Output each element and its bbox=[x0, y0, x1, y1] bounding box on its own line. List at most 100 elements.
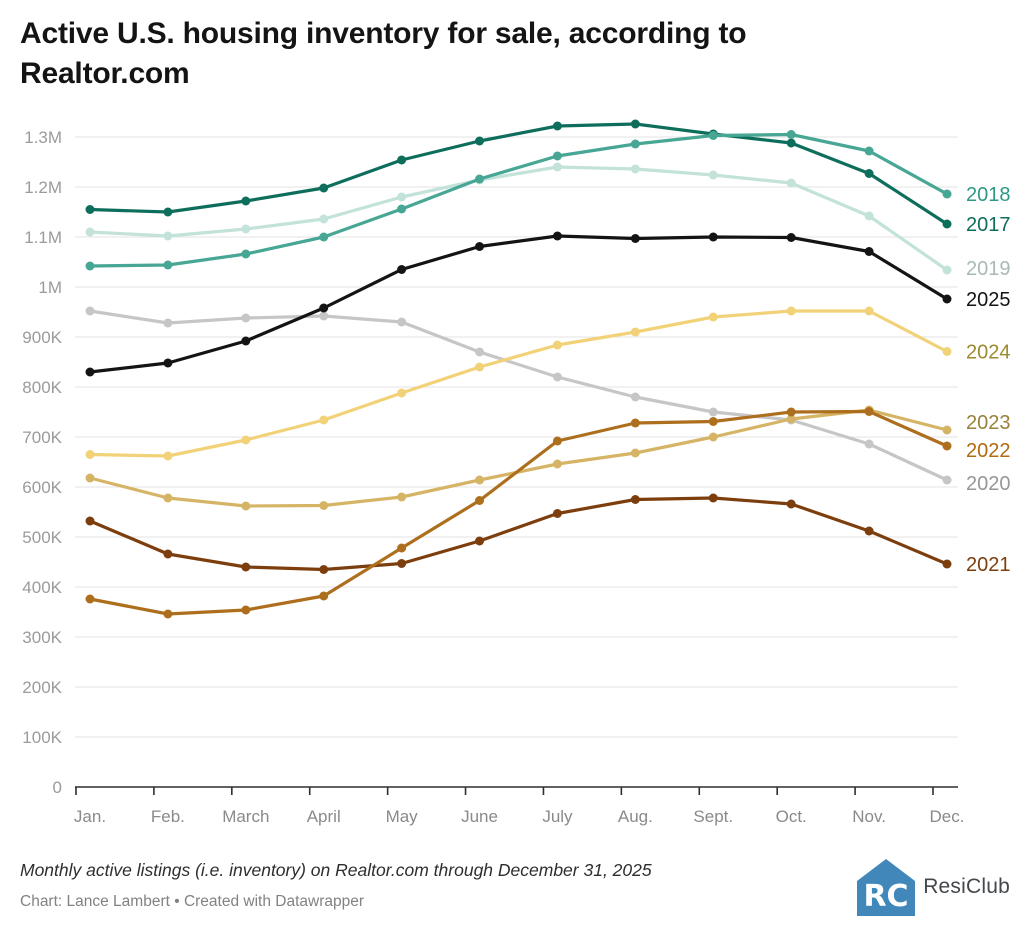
resiclub-house-icon: RC bbox=[857, 859, 916, 916]
legend-label-2023: 2023 bbox=[966, 412, 1011, 434]
point-2021-Nov. bbox=[864, 526, 874, 536]
y-tick-600K: 600K bbox=[22, 478, 62, 497]
legend-label-2019: 2019 bbox=[966, 258, 1011, 280]
y-tick-200K: 200K bbox=[22, 678, 62, 697]
point-2017-Oct. bbox=[786, 138, 796, 148]
point-2017-Aug. bbox=[630, 119, 640, 129]
chart-credit: Chart: Lance Lambert • Created with Data… bbox=[20, 893, 365, 910]
point-2020-Dec. bbox=[942, 475, 952, 485]
series-line-2023 bbox=[88, 408, 949, 508]
x-label-Nov.: Nov. bbox=[852, 807, 886, 826]
point-2020-Jan. bbox=[85, 306, 95, 316]
point-2021-June bbox=[475, 536, 485, 546]
series-line-2022 bbox=[88, 409, 949, 616]
y-tick-1M: 1M bbox=[38, 278, 62, 297]
point-2019-May bbox=[397, 192, 407, 202]
series-line-2017 bbox=[88, 122, 949, 226]
point-2019-Dec. bbox=[942, 265, 952, 275]
legend-label-2020: 2020 bbox=[966, 473, 1011, 495]
point-2023-May bbox=[397, 492, 407, 502]
series-line-2025 bbox=[88, 234, 949, 374]
point-2018-Dec. bbox=[942, 189, 952, 199]
y-tick-1.2M: 1.2M bbox=[24, 178, 62, 197]
point-2020-Sept. bbox=[708, 407, 718, 417]
point-2020-Aug. bbox=[630, 392, 640, 402]
point-2019-Aug. bbox=[630, 164, 640, 174]
point-2022-Dec. bbox=[942, 441, 952, 451]
point-2025-Dec. bbox=[942, 294, 952, 304]
y-tick-1.3M: 1.3M bbox=[24, 128, 62, 147]
point-2022-March bbox=[241, 605, 251, 615]
x-label-Feb.: Feb. bbox=[151, 807, 185, 826]
x-label-Aug.: Aug. bbox=[618, 807, 653, 826]
point-2019-April bbox=[319, 214, 329, 224]
point-2021-May bbox=[397, 559, 407, 568]
point-2022-April bbox=[319, 591, 329, 601]
y-tick-300K: 300K bbox=[22, 628, 62, 647]
point-2025-Aug. bbox=[630, 234, 640, 243]
point-2017-Nov. bbox=[864, 169, 874, 178]
point-2022-Sept. bbox=[708, 417, 718, 426]
point-2019-Oct. bbox=[786, 178, 796, 188]
point-2019-Nov. bbox=[864, 211, 874, 221]
svg-text:RC: RC bbox=[864, 879, 909, 914]
point-2021-Dec. bbox=[942, 559, 952, 569]
point-2021-Sept. bbox=[708, 493, 718, 503]
point-2023-Feb. bbox=[163, 493, 173, 503]
resiclub-logo: RC ResiClub bbox=[857, 858, 1010, 916]
point-2021-Jan. bbox=[85, 516, 95, 526]
point-2019-Feb. bbox=[163, 231, 173, 241]
point-2019-July bbox=[552, 162, 562, 172]
point-2017-Feb. bbox=[163, 207, 173, 217]
point-2025-Sept. bbox=[708, 232, 718, 242]
point-2020-June bbox=[475, 347, 485, 357]
point-2018-June bbox=[475, 174, 485, 184]
x-label-April: April bbox=[307, 807, 341, 826]
point-2018-Aug. bbox=[630, 139, 640, 149]
point-2023-June bbox=[475, 475, 485, 485]
point-2022-June bbox=[475, 496, 485, 505]
x-label-May: May bbox=[386, 807, 419, 826]
point-2024-Jan. bbox=[85, 450, 95, 459]
point-2020-Nov. bbox=[864, 439, 874, 449]
point-2024-Oct. bbox=[786, 306, 796, 316]
point-2024-March bbox=[241, 435, 251, 445]
point-2017-July bbox=[552, 121, 562, 131]
y-tick-700K: 700K bbox=[22, 428, 62, 447]
point-2017-Jan. bbox=[85, 205, 95, 214]
y-tick-500K: 500K bbox=[22, 528, 62, 547]
point-2017-May bbox=[397, 155, 407, 165]
point-2024-May bbox=[397, 388, 407, 398]
point-2017-March bbox=[241, 196, 251, 206]
point-2020-July bbox=[552, 372, 562, 382]
point-2018-Oct. bbox=[786, 130, 796, 139]
point-2018-May bbox=[397, 204, 407, 214]
series-line-2021 bbox=[88, 496, 949, 572]
point-2023-Sept. bbox=[708, 432, 718, 442]
point-2024-Sept. bbox=[708, 312, 718, 322]
point-2023-July bbox=[552, 459, 562, 469]
point-2024-July bbox=[552, 340, 562, 350]
point-2018-July bbox=[552, 151, 562, 161]
x-label-March: March bbox=[222, 807, 269, 826]
point-2022-Feb. bbox=[163, 609, 173, 619]
resiclub-logo-text: ResiClub bbox=[923, 875, 1010, 898]
point-2024-April bbox=[319, 415, 329, 425]
point-2021-Aug. bbox=[630, 495, 640, 504]
point-2023-Dec. bbox=[942, 425, 952, 435]
point-2019-March bbox=[241, 224, 251, 234]
point-2017-April bbox=[319, 183, 329, 193]
point-2022-May bbox=[397, 543, 407, 553]
point-2024-Dec. bbox=[942, 347, 952, 356]
point-2023-April bbox=[319, 501, 329, 510]
point-2018-March bbox=[241, 249, 251, 259]
point-2022-Oct. bbox=[786, 407, 796, 417]
y-tick-400K: 400K bbox=[22, 578, 62, 597]
point-2018-Feb. bbox=[163, 260, 173, 270]
y-tick-800K: 800K bbox=[22, 378, 62, 397]
y-tick-0: 0 bbox=[53, 778, 62, 797]
point-2019-Sept. bbox=[708, 170, 718, 180]
point-2024-Aug. bbox=[630, 327, 640, 337]
point-2020-May bbox=[397, 317, 407, 327]
point-2023-Jan. bbox=[85, 473, 95, 483]
